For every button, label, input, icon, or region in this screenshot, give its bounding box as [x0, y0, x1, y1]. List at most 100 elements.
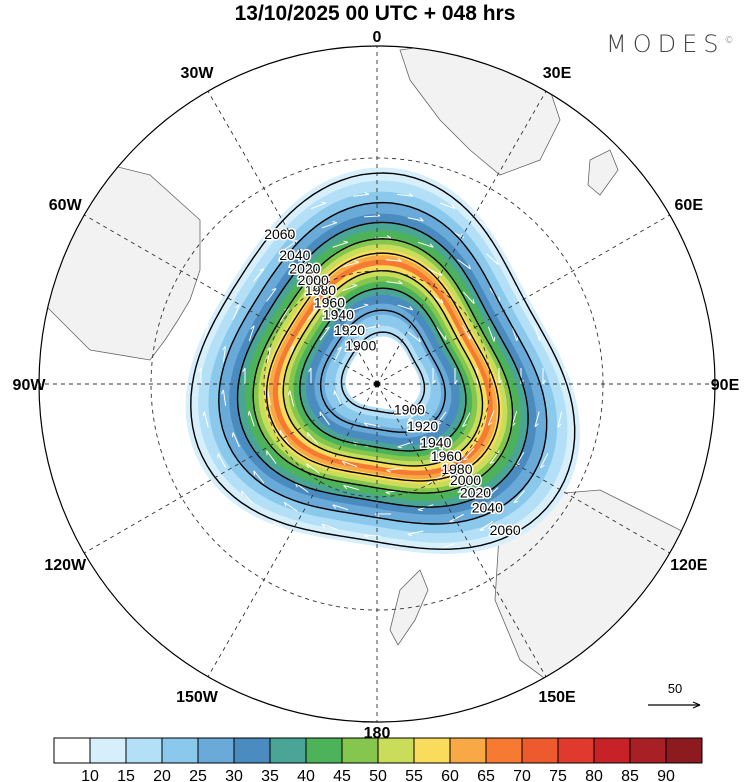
wind-vector-icon — [534, 324, 541, 341]
colorbar-label: 15 — [117, 768, 135, 782]
wind-vector-icon — [486, 487, 499, 499]
contour-1960 — [282, 269, 484, 467]
colorbar-swatch — [305, 737, 343, 764]
wind-vector-icon — [248, 325, 255, 342]
lon-label-30E: 30E — [543, 65, 572, 82]
wind-vector-icon — [352, 555, 370, 560]
contour-2020 — [236, 221, 529, 508]
colorbar-swatch — [485, 737, 523, 764]
wind-vector-icon — [429, 448, 444, 459]
lon-label-150E: 150E — [538, 689, 576, 706]
contour-2060 — [190, 172, 576, 550]
wind-vector-icon — [221, 389, 227, 406]
wind-band — [345, 336, 421, 410]
wind-vector-icon — [479, 520, 494, 531]
colorbar-swatch — [341, 737, 379, 764]
wind-vector-icon — [202, 411, 209, 428]
wind-vector-icon — [363, 534, 381, 539]
lon-label-60E: 60E — [675, 197, 704, 214]
wind-vector-icon — [432, 368, 436, 385]
colorbar-label: 45 — [333, 768, 351, 782]
graticule — [39, 46, 715, 722]
map-boundary — [38, 45, 716, 723]
arrowhead-icon — [692, 701, 701, 709]
colorbar-swatch — [557, 737, 595, 764]
meridian — [376, 383, 548, 679]
wind-vector-icon — [319, 326, 330, 341]
wind-vector-icon — [306, 463, 320, 474]
height-contours: 1900190019201920194019401960196019801980… — [190, 172, 576, 550]
colorbar-label: 80 — [585, 768, 603, 782]
logo-text: MODES — [606, 30, 725, 58]
colorbar-swatch — [521, 737, 559, 764]
wind-vector-icon — [534, 411, 540, 428]
colorbar-swatch — [233, 737, 271, 764]
meridian — [206, 383, 378, 679]
contour-label: 1920 — [334, 322, 365, 338]
wind-vector-icon — [321, 523, 338, 530]
wind-vector-icon — [310, 542, 327, 550]
wind-vector-icon — [333, 390, 342, 406]
contour-label: 2000 — [450, 472, 481, 488]
wind-vector-icon — [287, 390, 295, 407]
wind-vector-icon — [231, 432, 240, 448]
wind-vector-icon — [557, 411, 563, 428]
contour-label: 1960 — [314, 294, 345, 310]
wind-vector-icon — [396, 192, 414, 197]
wind-vector-icon — [266, 287, 277, 302]
lon-label-150W: 150W — [176, 689, 219, 706]
colorbar-label: 20 — [153, 768, 171, 782]
wind-vector-icon — [479, 221, 494, 232]
vector-reference-label: 50 — [668, 681, 682, 696]
colorbar-label: 10 — [81, 768, 99, 782]
colorbar-swatch — [665, 737, 703, 764]
wind-vector-icon — [557, 324, 564, 341]
wind-vector-icon — [198, 367, 202, 384]
lon-label-120W: 120W — [44, 557, 87, 574]
wind-vector-icon — [462, 447, 475, 461]
wind-vector-icon — [242, 367, 246, 384]
meridian — [376, 89, 548, 385]
colorbar-swatch — [125, 737, 163, 764]
wind-vector-icon — [306, 307, 319, 320]
wind-vector-icon — [247, 410, 255, 427]
contour-label: 1960 — [431, 448, 462, 464]
contour-label: 2020 — [289, 261, 320, 277]
colorbar-label: 70 — [513, 768, 531, 782]
contour-1920 — [320, 309, 446, 433]
wind-vector-icon — [539, 453, 549, 469]
colorbar: 10 15 20 25 30 35 40 45 50 55 60 65 70 75 80 85 90 — [53, 737, 703, 782]
contour-label: 1940 — [323, 307, 354, 323]
wind-vector-icon — [386, 280, 403, 285]
wind-vector-icon — [439, 202, 456, 210]
wind-vector-icon — [498, 368, 502, 385]
contour-label: 1980 — [441, 461, 472, 477]
wind-vector-icon — [253, 470, 265, 484]
contour-label: 1920 — [407, 418, 438, 434]
wind-vector-icon — [240, 490, 253, 504]
colorbar-label: 75 — [549, 768, 567, 782]
wind-vector-icon — [203, 324, 209, 341]
wind-vector-icon — [486, 253, 499, 265]
wind-vector-icon — [397, 304, 414, 311]
wind-vector-icon — [272, 520, 287, 531]
wind-vector-icon — [449, 513, 464, 523]
wind-vector-icon — [397, 441, 414, 449]
colorbar-label: 25 — [189, 768, 207, 782]
wind-vector-icon — [487, 326, 496, 342]
colorbar-label: 50 — [369, 768, 387, 782]
wind-vector-icon — [266, 450, 277, 464]
wind-vector-icon — [310, 201, 327, 210]
contour-1900 — [340, 331, 426, 415]
wind-vector-icon — [462, 324, 471, 340]
wind-vector-icon — [353, 192, 370, 197]
contour-label: 1900 — [345, 337, 376, 353]
wind-vector-icon — [241, 248, 253, 262]
contour-label: 2060 — [264, 226, 295, 242]
wind-vector-icon — [332, 240, 349, 248]
vector-reference: 50 — [648, 681, 701, 709]
wind-vector-icon — [396, 555, 413, 560]
wind-vector-icon — [417, 241, 434, 248]
contour-label: 2040 — [472, 499, 503, 515]
